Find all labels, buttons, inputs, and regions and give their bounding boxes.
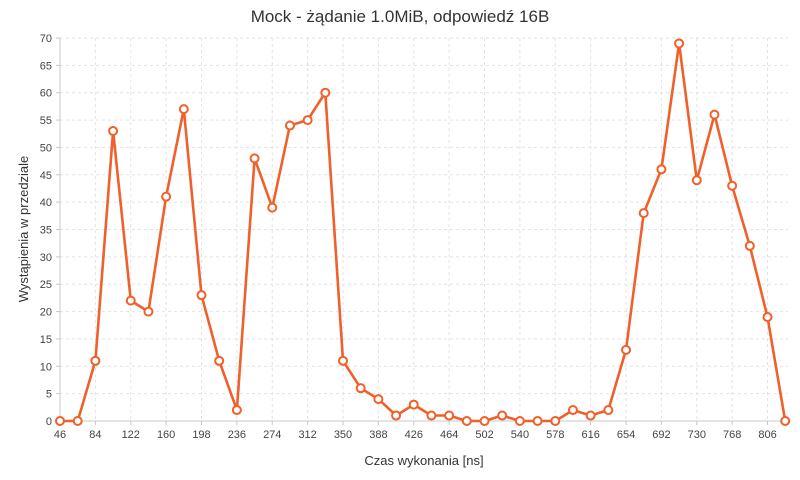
- x-tick-label: 198: [192, 429, 210, 441]
- x-tick-label: 730: [688, 429, 706, 441]
- data-point: [744, 240, 755, 251]
- data-point: [391, 410, 402, 421]
- grid-lines: [59, 37, 788, 421]
- data-point: [72, 416, 83, 426]
- x-tick-label: 84: [89, 429, 101, 441]
- data-point: [125, 295, 136, 306]
- y-tick-label: 70: [40, 33, 52, 45]
- x-tick-label: 616: [581, 429, 599, 441]
- x-tick-label: 464: [440, 429, 458, 441]
- y-tick-label: 25: [40, 279, 52, 291]
- data-point: [585, 410, 596, 421]
- x-tick-label: 426: [405, 429, 423, 441]
- y-tick-label: 15: [40, 334, 52, 346]
- data-point: [338, 355, 349, 366]
- x-tick-label: 806: [758, 429, 776, 441]
- data-point: [461, 416, 472, 426]
- data-point: [143, 306, 154, 317]
- x-tick-label: 350: [334, 429, 352, 441]
- x-tick-label: 274: [263, 429, 281, 441]
- y-axis-label: Wystąpienia w przedziale: [16, 156, 31, 303]
- x-tick-label: 388: [369, 429, 387, 441]
- x-tick-label: 46: [54, 429, 66, 441]
- y-tick-label: 60: [40, 88, 52, 100]
- data-point: [302, 115, 313, 126]
- data-point: [373, 394, 384, 405]
- x-tick-label: 654: [617, 429, 635, 441]
- data-point: [161, 191, 172, 202]
- y-tick-label: 45: [40, 170, 52, 182]
- data-point: [603, 405, 614, 416]
- data-point: [709, 109, 720, 120]
- data-point: [532, 416, 543, 426]
- data-point: [284, 120, 295, 131]
- x-tick-label: 692: [652, 429, 670, 441]
- y-tick-label: 35: [40, 225, 52, 237]
- chart-title: Mock - żądanie 1.0MiB, odpowiedź 16B: [251, 7, 550, 26]
- data-point: [567, 405, 578, 416]
- data-point: [355, 383, 366, 394]
- y-axis-ticks: 0 5 10 15 20 25 30 35 40 45 50 55 60 65 70: [40, 33, 60, 428]
- data-point: [638, 208, 649, 219]
- y-tick-label: 65: [40, 60, 52, 72]
- x-axis-label: Czas wykonania [ns]: [364, 453, 483, 468]
- data-point: [497, 410, 508, 421]
- x-tick-label: 502: [475, 429, 493, 441]
- data-point: [656, 164, 667, 175]
- data-point: [249, 153, 260, 164]
- data-point: [479, 416, 490, 426]
- data-point: [762, 312, 773, 323]
- data-point: [621, 344, 632, 355]
- y-tick-label: 30: [40, 252, 52, 264]
- x-tick-label: 768: [723, 429, 741, 441]
- series-line: [60, 42, 787, 423]
- data-point: [214, 355, 225, 366]
- data-point: [108, 126, 119, 137]
- y-tick-label: 40: [40, 197, 52, 209]
- data-point: [178, 104, 189, 115]
- data-point: [514, 416, 525, 426]
- y-tick-label: 50: [40, 142, 52, 154]
- x-tick-label: 312: [298, 429, 316, 441]
- data-point: [320, 87, 331, 98]
- y-tick-label: 55: [40, 115, 52, 127]
- data-point: [780, 416, 791, 426]
- x-tick-label: 578: [546, 429, 564, 441]
- y-tick-label: 0: [46, 416, 52, 428]
- data-point: [231, 405, 242, 416]
- data-point: [408, 399, 419, 410]
- series: [55, 38, 791, 426]
- y-tick-label: 10: [40, 361, 52, 373]
- x-tick-label: 540: [511, 429, 529, 441]
- data-point: [550, 416, 561, 426]
- x-axis-ticks: 46 84 122 160 198 236 274 312 350 388 426 464 502 540…: [54, 421, 777, 441]
- data-point: [691, 175, 702, 186]
- data-point: [196, 290, 207, 301]
- data-point: [727, 180, 738, 191]
- x-tick-label: 236: [228, 429, 246, 441]
- data-point: [444, 410, 455, 421]
- data-point: [674, 38, 685, 49]
- x-tick-label: 122: [122, 429, 140, 441]
- data-point: [55, 416, 65, 426]
- data-point: [267, 202, 278, 213]
- x-tick-label: 160: [157, 429, 175, 441]
- data-point: [426, 410, 437, 421]
- data-point: [90, 355, 101, 366]
- y-tick-label: 20: [40, 307, 52, 319]
- y-tick-label: 5: [46, 389, 52, 401]
